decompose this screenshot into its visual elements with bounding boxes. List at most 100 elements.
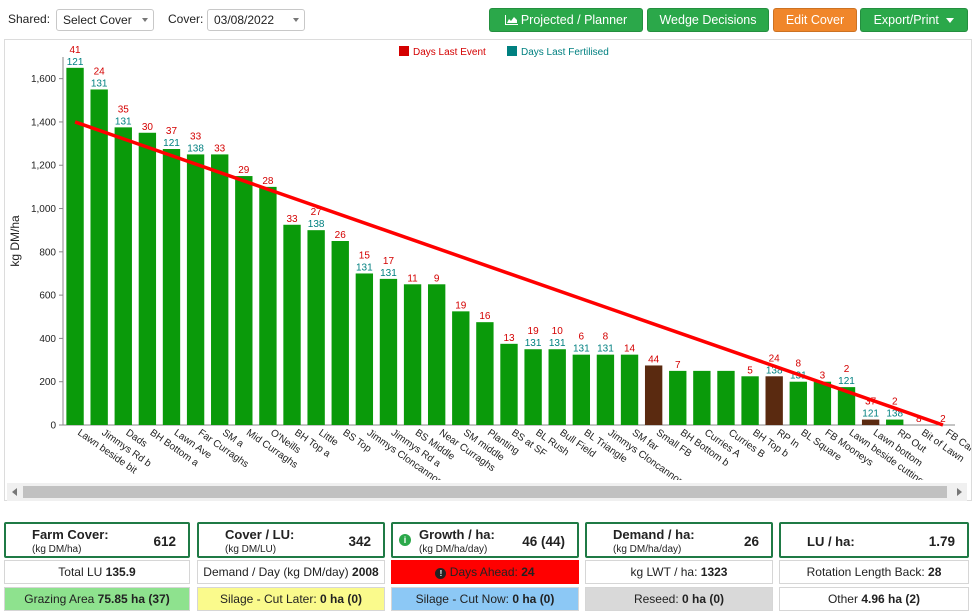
grazing-area-value: 75.85 ha (37): [97, 592, 170, 606]
days-last-event-label: 35: [118, 104, 130, 115]
growth-kpi: i Growth / ha: (kg DM/ha/day) 46 (44): [391, 522, 579, 558]
y-tick-label: 0: [50, 421, 56, 432]
days-last-event-label: 30: [142, 122, 154, 133]
days-last-fertilised-label: 131: [549, 338, 566, 349]
shared-select-value: Select Cover: [63, 13, 132, 27]
shared-select[interactable]: Select Cover: [56, 9, 154, 31]
paddock-bar: [789, 381, 807, 425]
grazing-area-cell[interactable]: Grazing Area 75.85 ha (37): [4, 587, 190, 611]
y-tick-label: 600: [39, 291, 56, 302]
paddock-bar: [524, 349, 542, 425]
demand-kpi: Demand / ha: (kg DM/ha/day) 26: [585, 522, 773, 558]
days-last-event-label: 37: [865, 397, 877, 408]
days-last-fertilised-label: 138: [886, 409, 903, 420]
scroll-right-icon[interactable]: [957, 488, 962, 496]
cover-lu-value: 342: [348, 534, 371, 549]
paddock-bar: [476, 322, 494, 425]
paddock-bar: [693, 370, 711, 425]
days-last-event-label: 24: [769, 353, 781, 364]
days-last-fertilised-label: 131: [525, 338, 542, 349]
days-last-fertilised-label: 121: [163, 138, 180, 149]
lwt-cell: kg LWT / ha: 1323: [585, 560, 773, 584]
y-tick-label: 1,200: [31, 161, 56, 172]
days-last-event-label: 2: [892, 397, 898, 408]
silage-cut-later-cell[interactable]: Silage - Cut Later: 0 ha (0): [197, 587, 385, 611]
projected-planner-button[interactable]: Projected / Planner: [489, 8, 643, 32]
alert-icon: !: [435, 568, 447, 579]
lu-ha-value: 1.79: [928, 534, 955, 549]
paddock-bar: [620, 354, 639, 425]
scroll-thumb[interactable]: [23, 486, 947, 498]
demand-day-cell: Demand / Day (kg DM/day) 2008: [197, 560, 385, 584]
scroll-left-icon[interactable]: [12, 488, 17, 496]
days-last-event-label: 24: [94, 66, 106, 77]
paddock-bar: [717, 370, 735, 425]
days-last-event-label: 37: [166, 126, 178, 137]
edit-cover-button[interactable]: Edit Cover: [773, 8, 857, 32]
paddock-bar: [765, 376, 783, 425]
days-last-fertilised-label: 131: [380, 268, 397, 279]
area-chart-icon: [504, 15, 518, 25]
days-ahead-value: 24: [521, 565, 535, 579]
days-last-event-label: 8: [796, 359, 802, 370]
info-icon[interactable]: i: [399, 534, 411, 546]
farm-cover-kpi: Farm Cover: (kg DM/ha) 612: [4, 522, 190, 558]
paddock-bar: [90, 89, 108, 426]
paddock-bar: [500, 343, 518, 425]
days-last-event-label: 13: [503, 333, 515, 344]
other-area-label: Other: [827, 592, 858, 606]
wedge-decisions-button[interactable]: Wedge Decisions: [647, 8, 769, 32]
paddock-bar: [548, 349, 566, 425]
other-area-cell[interactable]: Other 4.96 ha (2): [779, 587, 969, 611]
grazing-area-label: Grazing Area: [24, 592, 95, 606]
cover-lu-unit: (kg DM/LU): [225, 544, 277, 555]
silage-cut-now-cell[interactable]: Silage - Cut Now: 0 ha (0): [391, 587, 579, 611]
reseed-label: Reseed:: [633, 592, 679, 606]
days-last-fertilised-label: 121: [862, 409, 879, 420]
lwt-value: 1323: [700, 565, 728, 579]
growth-title: Growth / ha:: [419, 527, 495, 542]
paddock-bar: [283, 224, 301, 425]
days-last-event-label: 9: [434, 273, 440, 284]
legend-swatch: [399, 46, 409, 56]
days-last-event-label: 7: [675, 360, 681, 371]
paddock-bar: [861, 419, 880, 425]
silage-cut-now-label: Silage - Cut Now:: [415, 592, 509, 606]
days-last-event-label: 3: [820, 371, 826, 382]
days-last-fertilised-label: 131: [91, 78, 108, 89]
days-last-event-label: 41: [69, 45, 81, 56]
total-lu-label: Total LU: [58, 565, 103, 579]
y-tick-label: 1,000: [31, 204, 56, 215]
paddock-bar: [235, 176, 253, 425]
chevron-down-icon: [293, 18, 299, 22]
demand-value: 26: [743, 534, 759, 549]
target-wedge-line: [74, 120, 944, 427]
paddock-bar: [211, 154, 229, 425]
demand-day-value: 2008: [352, 565, 379, 579]
days-last-event-label: 28: [262, 176, 274, 187]
reseed-value: 0 ha (0): [682, 592, 725, 606]
demand-day-label: Demand / Day (kg DM/day): [203, 565, 349, 579]
rotation-length-cell: Rotation Length Back: 28: [779, 560, 969, 584]
reseed-cell[interactable]: Reseed: 0 ha (0): [585, 587, 773, 611]
chart-scrollbar[interactable]: [7, 483, 967, 501]
paddock-bar: [162, 149, 181, 425]
days-last-event-label: 11: [407, 273, 418, 284]
days-last-event-label: 10: [552, 326, 564, 337]
cover-date-select[interactable]: 03/08/2022: [207, 9, 305, 31]
rotation-length-label: Rotation Length Back:: [806, 565, 925, 579]
days-ahead-cell: ! Days Ahead: 24: [391, 560, 579, 584]
paddock-bar: [186, 154, 205, 425]
days-last-event-label: 19: [528, 326, 540, 337]
farm-cover-unit: (kg DM/ha): [32, 544, 82, 555]
y-tick-label: 1,400: [31, 117, 56, 128]
days-last-event-label: 14: [624, 344, 636, 355]
days-last-event-label: 29: [238, 165, 250, 176]
days-last-fertilised-label: 121: [838, 376, 855, 387]
days-last-fertilised-label: 131: [356, 262, 373, 273]
days-last-fertilised-label: 138: [308, 219, 325, 230]
rotation-length-value: 28: [928, 565, 942, 579]
days-last-event-label: 17: [383, 256, 395, 267]
days-last-event-label: 19: [455, 300, 467, 311]
export-print-button[interactable]: Export/Print: [860, 8, 968, 32]
